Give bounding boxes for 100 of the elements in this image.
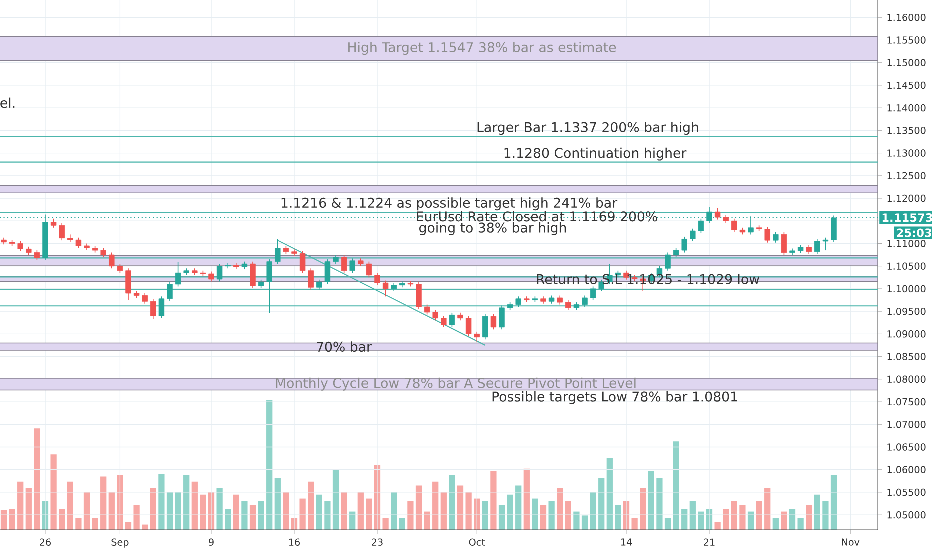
bar	[300, 498, 306, 530]
bar	[216, 488, 223, 530]
y-tick-label: 1.12500	[888, 172, 926, 180]
candlestick	[100, 248, 106, 258]
candlestick	[682, 236, 688, 254]
candlestick	[822, 237, 829, 251]
candlestick	[109, 252, 115, 270]
candlestick	[225, 262, 231, 270]
band-label: 70% bar	[317, 342, 372, 352]
bar	[150, 488, 156, 530]
candlestick	[59, 222, 65, 241]
bar	[18, 482, 24, 530]
bar	[184, 475, 190, 530]
bar	[50, 454, 57, 530]
bar	[498, 505, 506, 530]
candlestick	[333, 254, 339, 264]
candlestick	[50, 218, 57, 228]
bar	[266, 400, 273, 530]
candlestick	[208, 271, 214, 282]
bar	[789, 509, 796, 530]
candlestick	[441, 316, 447, 328]
y-tick-label: 1.10000	[888, 285, 926, 293]
y-tick-label: 1.07000	[888, 420, 926, 428]
candlestick	[566, 300, 572, 311]
bar	[615, 505, 622, 530]
candlestick	[582, 295, 588, 308]
candlestick	[773, 232, 779, 244]
y-tick-label: 1.08500	[888, 353, 926, 360]
bar	[606, 458, 613, 530]
bar	[399, 518, 406, 530]
bar	[100, 476, 107, 530]
candlestick	[490, 314, 497, 330]
candlestick	[665, 252, 671, 272]
candlestick	[814, 238, 820, 255]
y-tick-label: 1.15000	[888, 59, 926, 66]
ref-line-label: 1.11573	[882, 214, 932, 222]
bar	[108, 492, 115, 530]
candlestick	[324, 259, 331, 285]
y-tick-label: 1.10500	[888, 262, 926, 270]
candlestick	[350, 258, 356, 274]
x-tick-label: Sep	[112, 538, 129, 548]
bar	[664, 518, 672, 530]
bar	[723, 509, 730, 530]
candlestick	[34, 250, 40, 261]
bar	[830, 475, 838, 530]
bar	[557, 488, 564, 530]
candlestick	[499, 305, 505, 330]
candlestick	[516, 296, 522, 308]
bar	[772, 518, 779, 530]
y-tick-label: 1.08000	[888, 376, 926, 384]
bar	[524, 468, 530, 530]
candlestick	[250, 261, 256, 289]
y-tick-label: 1.09500	[888, 308, 926, 316]
candlestick	[673, 248, 680, 258]
candlestick	[698, 218, 704, 234]
candlestick	[300, 251, 306, 274]
band-label: High Target 1.1547 38% bar as estimate	[348, 42, 616, 56]
candlestick	[117, 264, 124, 274]
bar	[308, 482, 314, 530]
bar	[598, 478, 605, 530]
candlestick	[341, 254, 348, 274]
band-label: 1.1216 & 1.1224 as possible target high 241% bar	[282, 198, 618, 211]
bar	[540, 505, 547, 530]
bar	[59, 509, 66, 530]
bar	[690, 501, 696, 530]
candlestick	[449, 312, 456, 328]
candlestick	[432, 310, 438, 322]
x-tick-label: 26	[40, 538, 51, 546]
bar	[416, 486, 422, 530]
bar	[158, 474, 165, 530]
bar	[316, 494, 322, 530]
bar	[490, 472, 497, 530]
x-tick-label: 14	[621, 538, 632, 546]
candlestick	[167, 282, 173, 302]
band-label: Monthly Cycle Low 78% bar A Secure Pivot Point Level	[276, 378, 636, 391]
bar	[632, 518, 638, 530]
ref-line-label: EurUsd Rate Closed at 1.1169 200%	[417, 211, 658, 222]
bar	[590, 492, 596, 530]
bar	[424, 512, 430, 530]
bar	[798, 518, 804, 530]
bar	[656, 478, 663, 530]
bar	[258, 501, 264, 530]
bar	[192, 482, 198, 530]
x-tick-label: 16	[289, 538, 300, 546]
bar	[532, 498, 538, 530]
y-tick-label: 1.07500	[888, 398, 926, 406]
candlestick	[150, 298, 156, 320]
bar	[0, 510, 8, 530]
ref-line-label: 1.1280 Continuation higher	[504, 148, 687, 161]
candlestick	[466, 316, 472, 337]
candlestick	[590, 286, 596, 301]
candlestick	[158, 296, 165, 319]
bar	[324, 501, 331, 530]
candlestick	[216, 264, 223, 282]
bar	[466, 492, 472, 530]
candlestick	[76, 237, 82, 249]
candlestick	[316, 280, 322, 290]
candlestick	[482, 314, 488, 340]
bar	[26, 488, 32, 530]
bar	[698, 512, 704, 530]
